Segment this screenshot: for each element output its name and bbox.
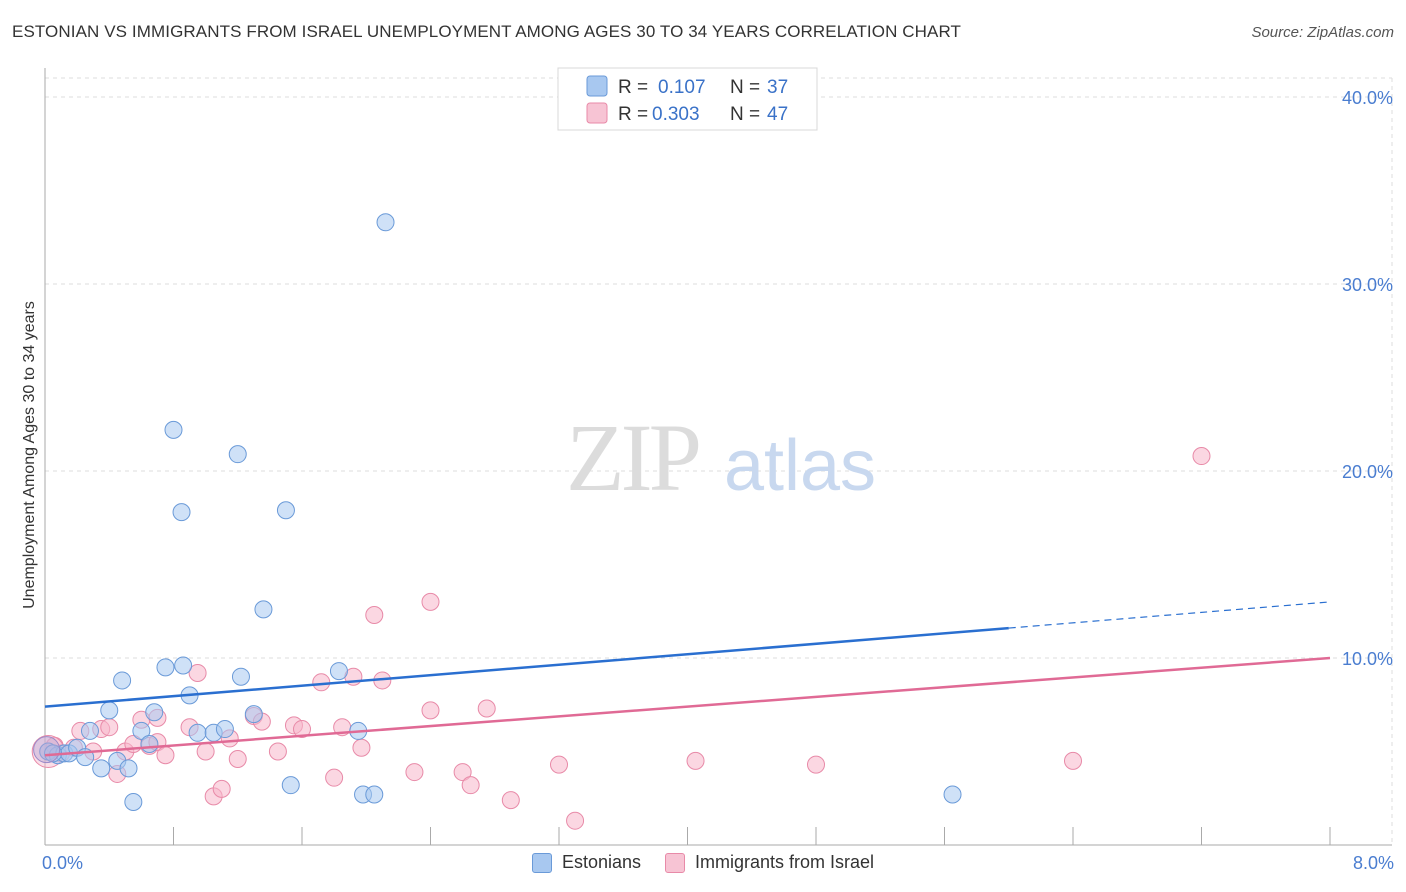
israel-point (325, 768, 344, 787)
estonian-point (231, 667, 250, 686)
israel-trend-line (44, 656, 1331, 757)
israel-point (550, 755, 568, 774)
israel-point (228, 749, 247, 768)
chart-title: ESTONIAN VS IMMIGRANTS FROM ISRAEL UNEMP… (12, 22, 962, 41)
estonian-point (943, 785, 962, 804)
israel-point (405, 763, 424, 782)
legend-swatch-israel (586, 102, 608, 124)
israel-point (352, 738, 371, 757)
israel-point (268, 742, 287, 761)
israel-point (293, 720, 311, 739)
legend-label-estonians: Estonians (561, 852, 641, 872)
israel-point (686, 751, 705, 770)
y-tick-labels: 10.0% 20.0% 30.0% 40.0% (1342, 88, 1393, 669)
israel-point (501, 791, 520, 810)
estonians-swatch (531, 852, 552, 873)
israel-point (156, 746, 175, 765)
legend-label-israel: Immigrants from Israel (695, 852, 875, 872)
estonian-point (145, 703, 164, 722)
legend-r-label-2: R = (618, 104, 648, 125)
israel-point (1064, 751, 1082, 770)
axes (44, 68, 1392, 846)
estonian-point (215, 720, 234, 739)
y-tick-label-10: 10.0% (1342, 649, 1393, 669)
legend-swatch-estonians (586, 75, 608, 97)
israel-point (188, 663, 207, 682)
legend-item-israel[interactable]: Immigrants from Israel (665, 852, 874, 873)
estonian-point (281, 776, 300, 795)
x-tick-label-max: 8.0% (1353, 853, 1394, 873)
correlation-legend: R = 0.107 N = 37 R = 0.303 N = 47 (557, 67, 818, 131)
israel-point (421, 592, 440, 611)
x-tick-label-min: 0.0% (42, 853, 83, 873)
israel-point (807, 755, 825, 774)
estonian-point (254, 600, 273, 619)
watermark-zip: ZIP (566, 404, 699, 511)
israel-points (31, 447, 1211, 830)
israel-point (1192, 447, 1211, 466)
estonian-point (329, 662, 348, 681)
estonian-point (132, 721, 151, 740)
estonian-point (124, 792, 143, 811)
gridlines (45, 77, 1393, 845)
legend-n-label-2: N = (730, 104, 760, 125)
legend-r-value-2: 0.303 (652, 104, 700, 125)
x-tick-labels: 0.0% 8.0% (42, 853, 1394, 873)
estonian-point (140, 735, 159, 754)
israel-point (312, 673, 331, 692)
watermark-atlas: atlas (724, 426, 876, 506)
watermark: ZIP atlas (566, 404, 876, 511)
estonian-point (174, 656, 193, 675)
israel-point (453, 763, 472, 782)
estonians-trend-extension (1008, 601, 1331, 629)
estonian-point (119, 759, 138, 778)
estonian-point (92, 759, 111, 778)
israel-point (365, 605, 384, 624)
estonian-point (164, 420, 183, 439)
israel-point (196, 742, 215, 761)
legend-n-value-1: 37 (767, 77, 788, 98)
legend-n-value-2: 47 (767, 104, 788, 125)
israel-point (421, 701, 440, 720)
estonian-point (188, 723, 207, 742)
israel-swatch (665, 852, 685, 873)
estonian-point (244, 705, 263, 724)
estonian-point (100, 701, 119, 720)
israel-point (477, 699, 496, 718)
estonian-point (276, 501, 295, 520)
estonian-point-cluster (33, 736, 61, 764)
y-tick-label-30: 30.0% (1342, 275, 1393, 295)
israel-point (461, 776, 480, 795)
israel-point (100, 718, 119, 737)
legend-n-label-1: N = (730, 77, 760, 98)
estonian-point (228, 445, 247, 464)
estonians-trend-line (44, 626, 1009, 708)
estonian-point (80, 721, 99, 740)
source-label: Source: ZipAtlas.com (1251, 24, 1394, 41)
estonian-point (365, 785, 384, 804)
israel-point (212, 779, 231, 798)
estonian-point (113, 671, 132, 690)
estonian-point (376, 213, 395, 232)
israel-point (566, 811, 585, 830)
trend-lines (44, 601, 1331, 757)
legend-item-estonians[interactable]: Estonians (531, 852, 641, 873)
estonian-point (156, 658, 175, 677)
legend-r-value-1: 0.107 (658, 77, 706, 98)
series-legend: Estonians Immigrants from Israel (0, 852, 1406, 873)
y-tick-label-20: 20.0% (1342, 462, 1393, 482)
y-tick-label-40: 40.0% (1342, 88, 1393, 108)
legend-r-label-1: R = (618, 77, 648, 98)
estonian-point (172, 503, 191, 522)
estonian-points (33, 213, 962, 811)
